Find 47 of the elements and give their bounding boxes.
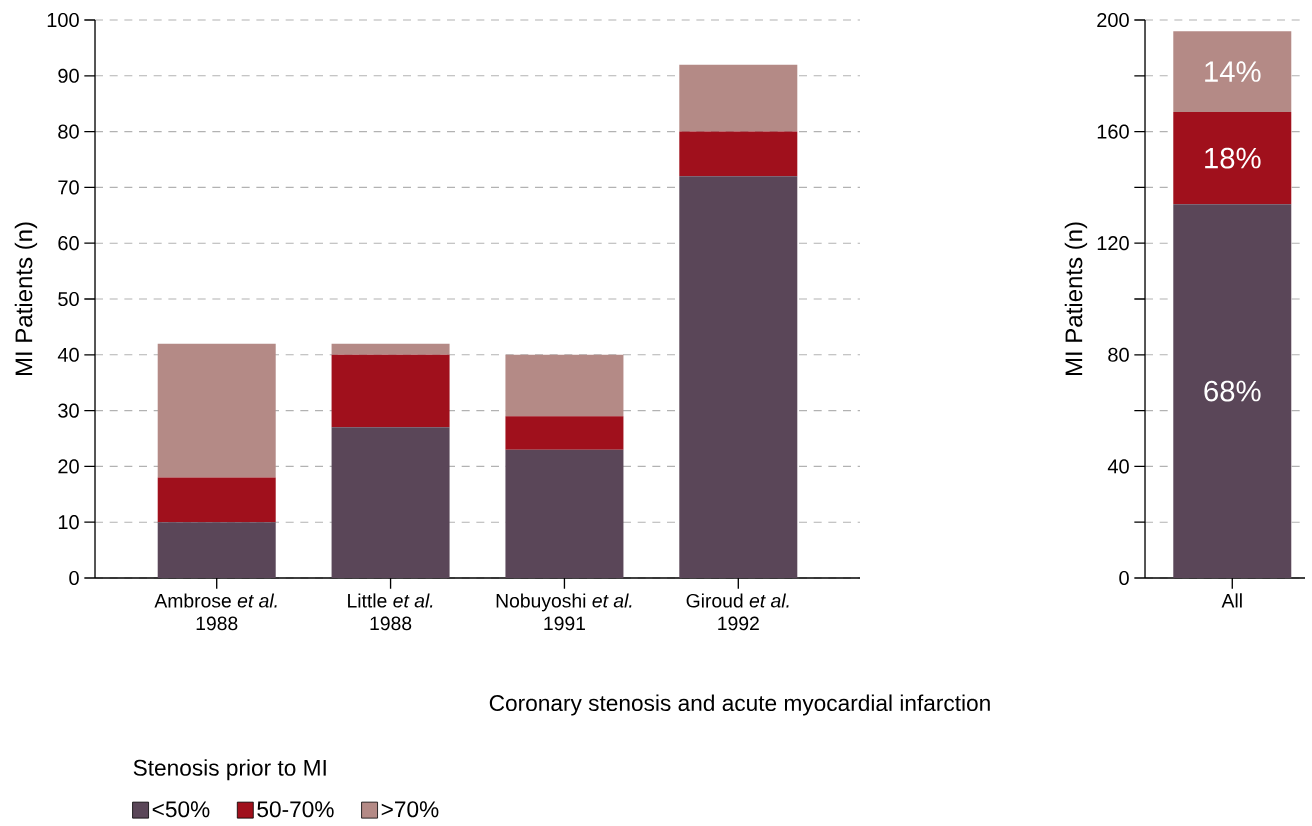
x-tick-label: All xyxy=(1221,593,1242,608)
bar xyxy=(331,343,450,355)
bar xyxy=(157,522,276,578)
y-tick-label: 20 xyxy=(58,459,79,474)
y-tick-label: 0 xyxy=(1119,570,1129,586)
y-tick-label: 60 xyxy=(58,236,79,251)
annotation: 68% xyxy=(1204,380,1261,402)
bar xyxy=(505,354,624,417)
y-tick-label: 40 xyxy=(1107,459,1129,474)
x-tick-label: Ambrose et al. 1988 xyxy=(154,593,277,631)
x-axis-title: Coronary stenosis and acute myocardial infarction xyxy=(489,694,990,716)
bar xyxy=(157,343,276,478)
y-tick-label: 70 xyxy=(58,180,79,195)
legend-label: <50% xyxy=(152,801,210,818)
bar xyxy=(505,416,624,450)
annotation: 14% xyxy=(1205,61,1261,82)
bar xyxy=(157,477,276,523)
y-tick-label: 160 xyxy=(1097,124,1129,139)
y-tick-label: 100 xyxy=(47,12,79,28)
y-axis-title: MI Patients (n) xyxy=(1064,222,1088,376)
bar xyxy=(505,449,624,578)
y-tick-label: 80 xyxy=(1108,347,1129,362)
y-tick-label: 40 xyxy=(57,347,79,362)
y-tick-label: 120 xyxy=(1097,236,1129,251)
y-tick-label: 90 xyxy=(58,68,79,83)
annotation: 18% xyxy=(1205,147,1261,169)
x-tick-label: Little et al. 1988 xyxy=(348,593,433,631)
bar xyxy=(1173,204,1292,578)
y-tick-label: 80 xyxy=(58,124,79,139)
x-tick-label: Nobuyoshi et al. 1991 xyxy=(496,593,632,631)
x-tick-label: Giroud et al. 1992 xyxy=(686,593,789,631)
legend-title: Stenosis prior to MI xyxy=(133,759,326,781)
bar xyxy=(1173,31,1292,113)
legend-label: >70% xyxy=(381,801,439,818)
bar xyxy=(679,176,798,578)
bar xyxy=(331,427,450,578)
y-tick-label: 0 xyxy=(69,570,79,586)
bar xyxy=(331,354,450,428)
y-tick-label: 10 xyxy=(58,515,79,530)
bar xyxy=(679,131,798,177)
y-tick-label: 200 xyxy=(1097,12,1129,28)
legend-label: 50-70% xyxy=(257,801,334,818)
bar xyxy=(1173,112,1292,205)
bar xyxy=(679,64,798,132)
y-tick-label: 50 xyxy=(58,291,79,307)
y-axis-title: MI Patients (n) xyxy=(14,222,38,376)
y-tick-label: 30 xyxy=(58,403,79,418)
